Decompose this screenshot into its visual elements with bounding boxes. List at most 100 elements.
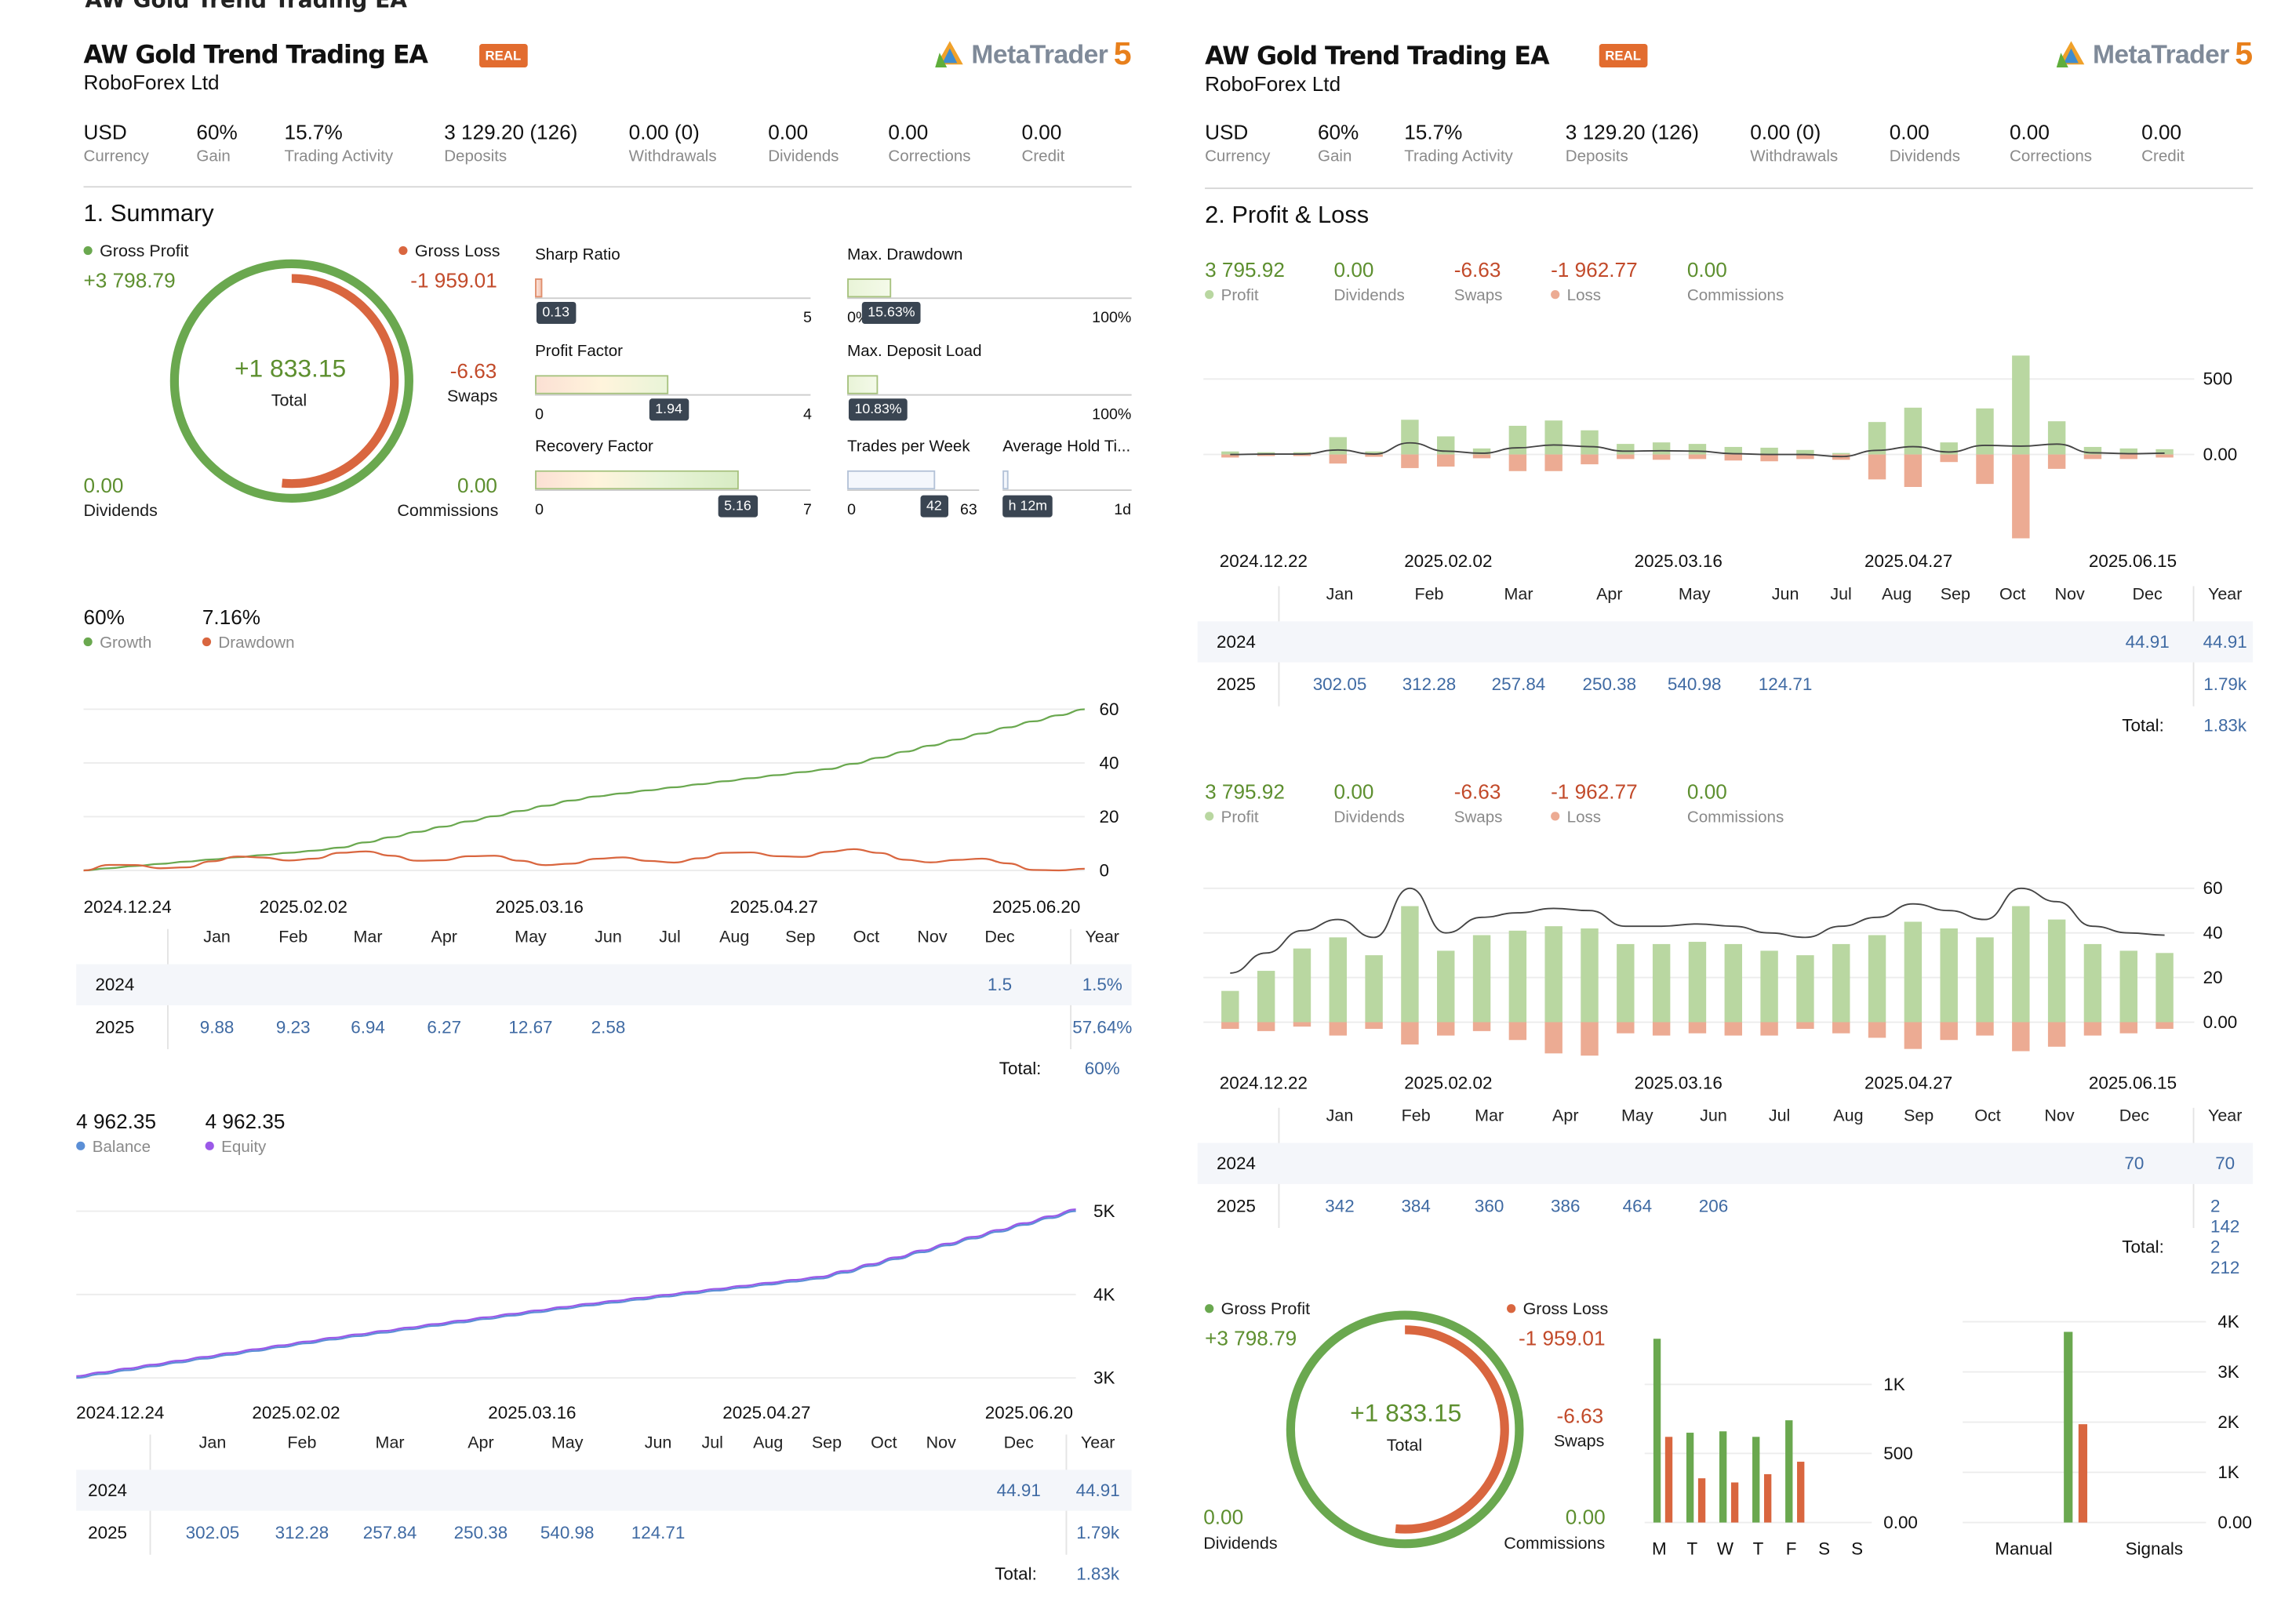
profit-bar — [1437, 436, 1455, 455]
weekday-label: F — [1786, 1539, 1797, 1559]
profit-bar — [2155, 449, 2174, 455]
table-cell: 257.84 — [362, 1522, 417, 1543]
table-cell: 302.05 — [1312, 674, 1367, 695]
loss-bar — [1760, 1022, 1778, 1036]
table-cell: 464 — [1622, 1195, 1653, 1217]
loss-bar — [1940, 1022, 1958, 1041]
profit-bar — [1760, 447, 1778, 455]
trades-per-week-meter — [847, 470, 980, 492]
loss-bar — [1508, 454, 1527, 471]
strategy-title-2: AW Gold Trend Trading EA — [1205, 42, 1550, 72]
month-header: Jul — [1768, 1107, 1791, 1126]
table-cell: 302.05 — [185, 1522, 240, 1543]
x-axis-label: 2024.12.22 — [1219, 1072, 1308, 1094]
cut-title: AW Gold Trend Trading EA — [85, 0, 407, 13]
month-header: Sep — [1940, 586, 1970, 604]
month-header: Apr — [467, 1434, 494, 1452]
month-header: Sep — [1904, 1107, 1934, 1126]
loss-bar — [1329, 1022, 1347, 1036]
month-header: Year — [2207, 1107, 2243, 1126]
y-tick-label: 40 — [1100, 753, 1119, 772]
ring-loss-arc-2 — [1395, 1325, 1509, 1534]
table-cell: 2.58 — [591, 1016, 626, 1038]
profit-bar — [1544, 926, 1563, 1023]
pl-stat-label: Commissions — [1686, 808, 1784, 827]
profit-bar — [2064, 1332, 2073, 1523]
table-cell: 1.79k — [2203, 674, 2247, 695]
month-header: Year — [1085, 928, 1119, 947]
profit-bar — [2119, 950, 2137, 1023]
table-cell: 9.23 — [275, 1016, 311, 1038]
stat-withdrawals: 0.00 (0) Withdrawals — [628, 120, 717, 166]
month-header: Feb — [278, 928, 308, 947]
average-hold-time-meter — [1002, 470, 1132, 492]
table-cell: 1.5% — [1082, 974, 1122, 995]
y-tick-label: 500 — [1883, 1444, 1912, 1463]
profit-bar — [1652, 943, 1671, 1023]
table-cell: 384 — [1401, 1195, 1431, 1217]
pl-stat-label: Swaps — [1453, 808, 1503, 827]
ring-profit-arc — [169, 259, 413, 503]
metatrader-logo-icon — [934, 41, 963, 67]
equity-line — [76, 1208, 1076, 1378]
table-cell: 1.79k — [1076, 1522, 1120, 1543]
pl-table-1: Jan Feb Mar Apr May Jun Jul Aug Sep Oct Nov Dec Year… — [1197, 586, 2254, 747]
stat-trading-activity: 15.7% Trading Activity — [284, 120, 394, 166]
table-cell: 44.91 — [2203, 631, 2247, 652]
profit-bar — [2083, 943, 2102, 1023]
profit-bar — [2012, 355, 2030, 455]
month-header: May — [551, 1434, 584, 1452]
source-label: Signals — [2126, 1539, 2184, 1559]
loss-bar — [1365, 1022, 1383, 1030]
month-header: Dec — [2119, 1107, 2149, 1126]
profit-factor-min: 0 — [535, 405, 544, 424]
loss-bar — [1472, 1022, 1491, 1031]
month-header: May — [1678, 586, 1711, 604]
gross-loss-value-2: -1 959.01 — [1518, 1326, 1606, 1350]
profit-bar — [1904, 921, 1923, 1023]
balance-line — [76, 1210, 1076, 1379]
month-header: Year — [2207, 586, 2243, 604]
dividends-value-2: 0.00 — [1203, 1505, 1244, 1529]
sharp-ratio-max: 5 — [803, 309, 812, 327]
pl-stat-value: 0.00 — [1686, 779, 1727, 804]
meter-fill — [847, 470, 936, 490]
month-header: Jul — [1830, 586, 1852, 604]
profit-factor-value: 1.94 — [649, 398, 689, 421]
gross-profit-value: +3 798.79 — [83, 267, 176, 292]
profit-bar — [1329, 437, 1347, 455]
broker-name: RoboForex Ltd — [83, 70, 220, 94]
summary-ring-2 — [1286, 1310, 1524, 1549]
profit-bar — [1401, 420, 1419, 455]
summary-ring — [169, 259, 413, 503]
loss-bar — [1976, 1022, 1994, 1036]
y-tick-label: 4K — [2217, 1312, 2239, 1332]
x-axis-label: 2025.06.20 — [984, 1402, 1074, 1423]
equity-value: 4 962.35 — [205, 1109, 286, 1133]
pl-stat-value: -1 962.77 — [1551, 779, 1638, 804]
month-header: Jul — [701, 1434, 723, 1452]
meter-fill — [535, 278, 543, 298]
dividends-value: 0.00 — [83, 473, 124, 497]
y-tick-label: 3K — [2217, 1362, 2239, 1382]
loss-bar — [1724, 1022, 1742, 1036]
trade-source-bar-chart: 4K 3K 2K 1K 0.00 Manual Signals — [1963, 1312, 2252, 1559]
profit-bar — [1976, 937, 1994, 1023]
month-header: Apr — [1596, 586, 1623, 604]
loss-bar — [2083, 1022, 2102, 1036]
y-tick-label: 0.00 — [1883, 1513, 1918, 1532]
table-cell: 57.64% — [1072, 1016, 1133, 1038]
pl-stat-label: Swaps — [1453, 287, 1503, 305]
month-header: Jan — [1326, 586, 1354, 604]
loss-bar — [1544, 454, 1563, 471]
profit-bar — [1796, 955, 1814, 1023]
growth-chart: 0 20 40 60 — [83, 699, 1119, 880]
month-header: Aug — [753, 1434, 784, 1452]
loss-bar — [2078, 1424, 2088, 1523]
profit-bar — [1832, 452, 1850, 455]
x-axis-label: 2025.02.02 — [1404, 1072, 1493, 1094]
loss-bar — [1688, 454, 1707, 460]
month-header: Jan — [203, 928, 231, 947]
table-cell: 250.38 — [1582, 674, 1637, 695]
stat-currency: USD Currency — [83, 120, 149, 166]
